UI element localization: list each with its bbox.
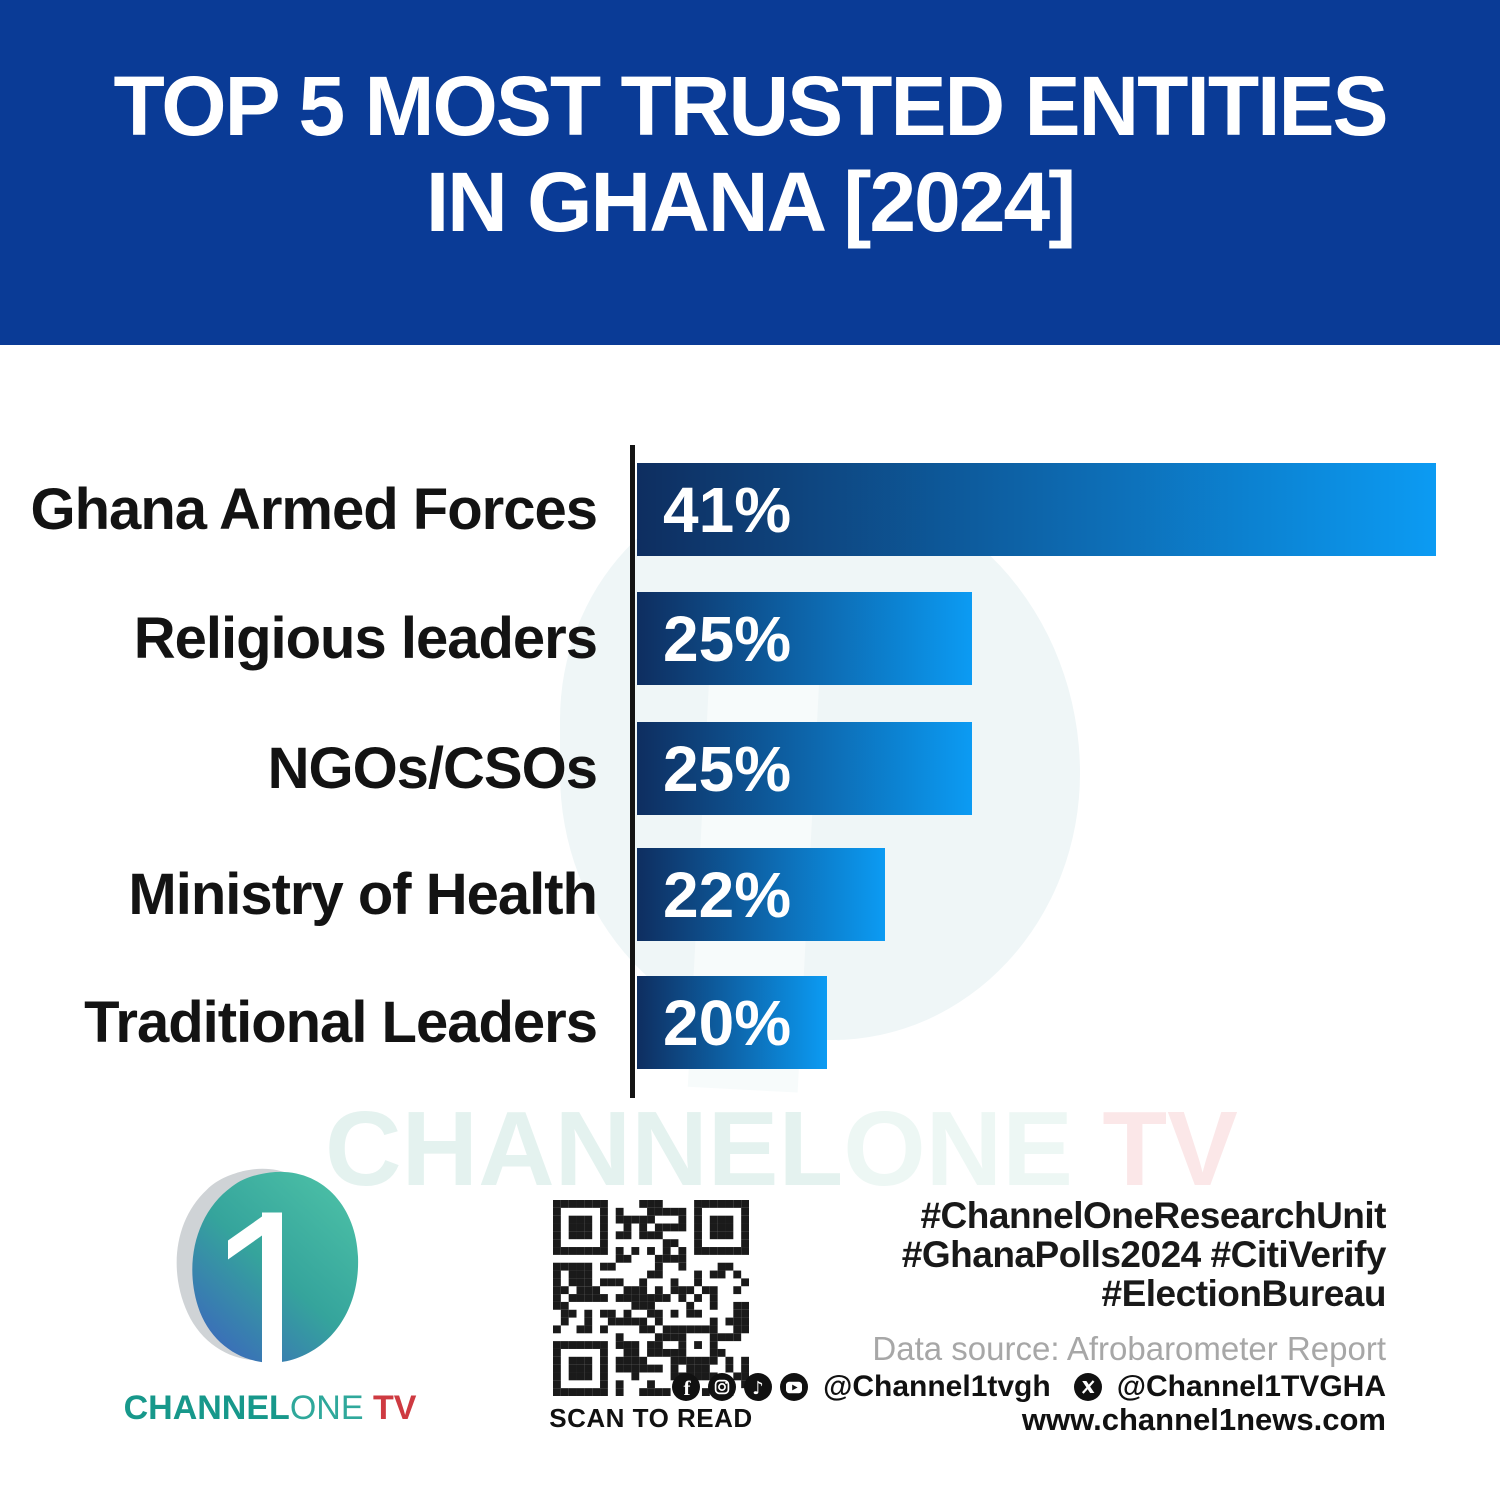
bar: 41% xyxy=(637,463,1436,556)
wordmark-channel: CHANNEL xyxy=(123,1389,290,1427)
wordmark-one: ONE xyxy=(289,1389,364,1427)
logo-one-stem xyxy=(262,1212,282,1387)
youtube-icon xyxy=(780,1373,809,1401)
logo-one-flag xyxy=(228,1216,262,1260)
svg-text:♪: ♪ xyxy=(752,1378,764,1399)
bar-value-label: 20% xyxy=(663,986,792,1059)
hashtag-line-3: #ElectionBureau xyxy=(1101,1273,1387,1314)
bar-value-label: 25% xyxy=(663,732,792,805)
watermark-text: CHANNELONE TV xyxy=(325,1096,1238,1202)
social-row: f ♪ @Channel1tvgh @Channel1TVGHA xyxy=(671,1370,1386,1404)
social-handle-x: @Channel1TVGHA xyxy=(1116,1370,1386,1403)
bar: 22% xyxy=(637,848,885,941)
qr-code xyxy=(553,1200,749,1396)
wordmark-tv: TV xyxy=(363,1389,417,1427)
social-handle-main: @Channel1tvgh xyxy=(823,1370,1051,1403)
svg-text:f: f xyxy=(684,1376,692,1400)
channel-one-wordmark: CHANNELONE TV xyxy=(115,1389,425,1428)
title-line-1: TOP 5 MOST TRUSTED ENTITIES xyxy=(113,59,1388,153)
category-label: Ministry of Health xyxy=(128,862,598,927)
bar-value-label: 41% xyxy=(663,473,792,546)
channel-one-logo-mark xyxy=(176,1168,359,1387)
header-banner: TOP 5 MOST TRUSTED ENTITIES IN GHANA [20… xyxy=(0,0,1500,345)
hashtag-line-2: #GhanaPolls2024 #CitiVerify xyxy=(901,1234,1387,1275)
hashtag-line-1: #ChannelOneResearchUnit xyxy=(920,1195,1386,1236)
qr-caption: SCAN TO READ xyxy=(549,1403,753,1433)
category-label: Traditional Leaders xyxy=(84,990,598,1055)
watermark-channel: CHANNEL xyxy=(325,1090,844,1208)
watermark-one: ONE xyxy=(843,1090,1073,1208)
facebook-icon: f xyxy=(672,1373,701,1401)
instagram-icon xyxy=(708,1373,737,1401)
bar: 25% xyxy=(637,592,972,685)
category-label: Ghana Armed Forces xyxy=(30,477,598,542)
category-label: Religious leaders xyxy=(133,606,598,671)
tiktok-icon: ♪ xyxy=(744,1373,773,1401)
data-source-note: Data source: Afrobarometer Report xyxy=(872,1330,1386,1367)
watermark-tv: TV xyxy=(1072,1090,1238,1208)
hashtag-block: #ChannelOneResearchUnit #GhanaPolls2024 … xyxy=(901,1195,1387,1314)
bar-value-label: 22% xyxy=(663,858,792,931)
x-icon xyxy=(1073,1373,1102,1401)
bar: 25% xyxy=(637,722,972,815)
title-line-2: IN GHANA [2024] xyxy=(425,155,1076,249)
channel-one-logo xyxy=(150,1162,390,1397)
page-title: TOP 5 MOST TRUSTED ENTITIES IN GHANA [20… xyxy=(0,58,1500,250)
bar: 20% xyxy=(637,976,827,1069)
bar-value-label: 25% xyxy=(663,602,792,675)
chart-axis xyxy=(630,445,635,1098)
category-label: NGOs/CSOs xyxy=(267,736,598,801)
website-url: www.channel1news.com xyxy=(1021,1402,1386,1437)
